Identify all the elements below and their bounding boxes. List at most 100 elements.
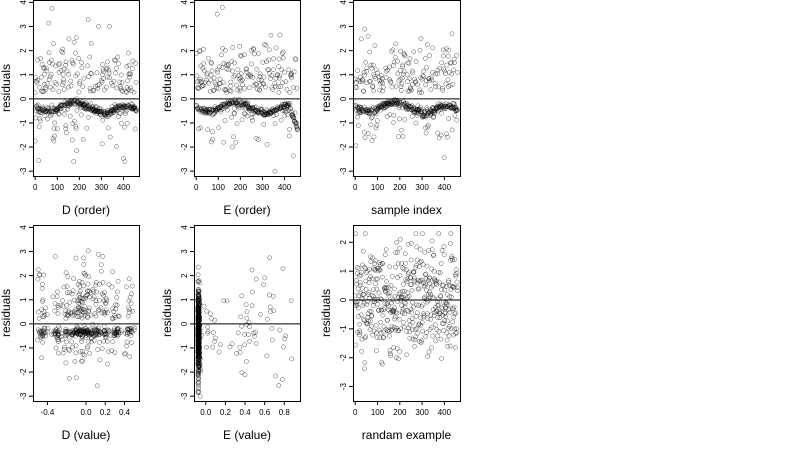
data-point [367, 106, 373, 112]
data-point [292, 110, 298, 116]
data-point [97, 340, 102, 345]
data-point [233, 139, 239, 145]
data-point [63, 270, 69, 275]
data-point [405, 276, 411, 282]
data-point [359, 79, 365, 85]
y-tick-label: 3 [19, 249, 28, 254]
data-point [91, 294, 97, 300]
data-point [424, 105, 430, 111]
data-point [246, 320, 252, 325]
data-point [396, 356, 401, 362]
data-point [71, 39, 77, 45]
data-point [102, 290, 107, 295]
data-point [88, 101, 93, 107]
data-point [126, 72, 132, 77]
data-point [45, 326, 51, 331]
data-point [444, 283, 449, 289]
data-point [406, 293, 412, 299]
data-point [399, 303, 405, 309]
data-point [453, 106, 459, 112]
data-point [38, 56, 43, 61]
data-point [417, 87, 423, 93]
data-point [275, 105, 281, 111]
data-point [58, 67, 64, 73]
data-point [426, 275, 432, 281]
data-point [79, 65, 85, 71]
data-point [205, 330, 210, 336]
data-point [442, 287, 447, 293]
data-point [405, 290, 410, 296]
data-point [387, 290, 393, 296]
data-point [421, 283, 427, 289]
data-point [416, 321, 422, 327]
data-point [215, 86, 221, 92]
data-point [44, 312, 50, 317]
data-point [399, 127, 404, 133]
data-point [69, 310, 75, 316]
data-point [452, 113, 458, 118]
data-point [234, 103, 240, 108]
data-point [236, 105, 242, 111]
data-point [442, 318, 448, 324]
data-point [195, 301, 201, 306]
data-point [358, 272, 364, 278]
data-point [417, 246, 423, 252]
data-point [265, 316, 270, 322]
data-point [401, 69, 407, 74]
data-point [389, 323, 395, 329]
data-point [369, 108, 374, 113]
data-point [257, 74, 263, 80]
data-point [401, 324, 407, 330]
data-point [289, 75, 295, 81]
data-point [229, 114, 234, 120]
data-point [55, 305, 61, 310]
data-point [424, 330, 430, 335]
y-tick-label: -3 [180, 167, 189, 175]
data-point [437, 279, 442, 285]
data-point [82, 312, 88, 318]
data-point [128, 71, 134, 77]
data-point [117, 79, 123, 85]
y-tick-label: -3 [339, 382, 348, 390]
data-point [276, 383, 282, 388]
data-point [43, 86, 49, 92]
data-point [195, 354, 201, 360]
data-point [62, 344, 67, 350]
data-point [103, 334, 108, 340]
data-point [413, 59, 419, 64]
data-point [61, 103, 67, 108]
data-point [93, 313, 99, 319]
x-tick-label: 300 [415, 183, 429, 192]
data-point [249, 267, 255, 273]
data-point [374, 335, 380, 340]
data-point [363, 334, 369, 339]
data-point [375, 268, 381, 274]
data-point [410, 299, 415, 305]
data-point [451, 56, 457, 62]
data-point [377, 335, 383, 340]
data-point [226, 61, 231, 67]
data-point [122, 351, 127, 357]
data-point [383, 289, 388, 295]
data-point [198, 125, 203, 131]
data-point [80, 349, 86, 354]
data-point [393, 83, 399, 89]
data-point [60, 46, 66, 52]
y-tick-label: 2 [339, 48, 348, 53]
data-point [432, 80, 438, 86]
data-point [422, 283, 428, 289]
data-point [424, 65, 429, 70]
data-point [229, 68, 235, 74]
data-point [378, 319, 384, 325]
data-point [413, 231, 419, 237]
data-point [217, 342, 223, 348]
data-point [282, 108, 288, 113]
data-point [401, 320, 406, 325]
data-point [196, 338, 201, 344]
data-point [197, 344, 202, 350]
data-point [201, 303, 207, 309]
data-point [373, 322, 379, 328]
x-tick-label: 400 [438, 183, 452, 192]
data-point [124, 120, 130, 126]
data-point [241, 52, 247, 58]
